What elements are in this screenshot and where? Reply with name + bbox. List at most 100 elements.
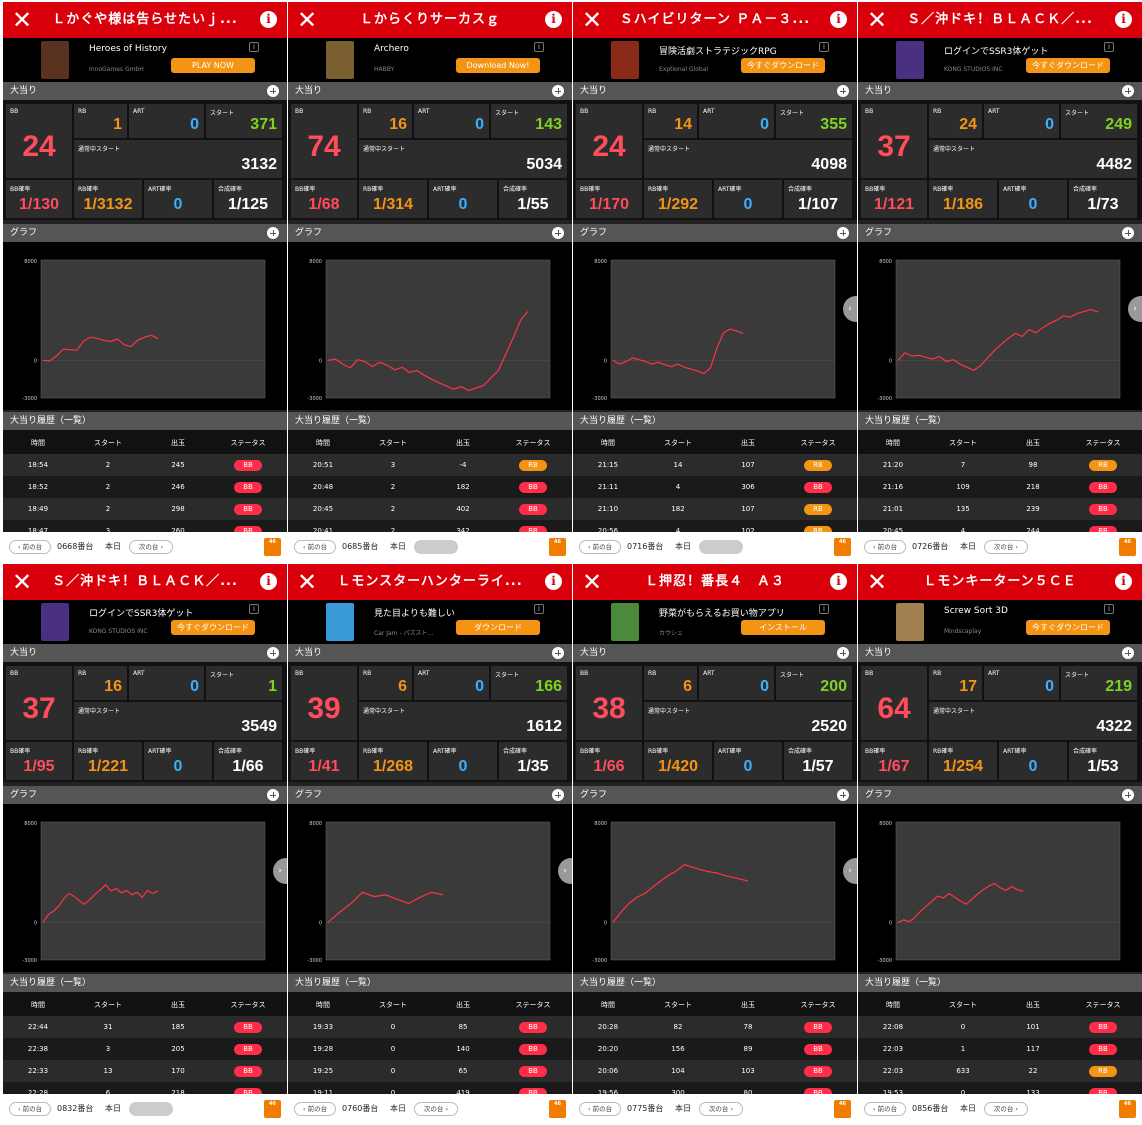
prev-machine-button[interactable]: ‹ 前の台 [294, 540, 336, 554]
history-row[interactable]: 18:52 2 246 BB [3, 476, 287, 498]
history-row[interactable]: 20:48 2 182 BB [288, 476, 572, 498]
ad-info-icon[interactable]: i [1104, 42, 1114, 52]
expand-icon[interactable] [1122, 647, 1134, 659]
ad-thumbnail[interactable] [326, 603, 354, 641]
ad-info-icon[interactable]: i [819, 604, 829, 614]
info-icon[interactable]: i [830, 11, 847, 28]
info-icon[interactable]: i [1115, 11, 1132, 28]
next-machine-button[interactable]: 次の台 › [699, 540, 743, 554]
close-icon[interactable]: ✕ [581, 6, 603, 34]
expand-icon[interactable] [267, 647, 279, 659]
next-machine-button[interactable]: 次の台 › [129, 1102, 173, 1116]
close-icon[interactable]: ✕ [296, 568, 318, 596]
ad-cta-button[interactable]: 今すぐダウンロード [1026, 58, 1110, 73]
ad-cta-button[interactable]: 今すぐダウンロード [1026, 620, 1110, 635]
history-row[interactable]: 18:49 2 298 BB [3, 498, 287, 520]
history-row[interactable]: 20:45 2 402 BB [288, 498, 572, 520]
chevron-right-icon[interactable]: › [558, 858, 572, 884]
ad-thumbnail[interactable] [326, 41, 354, 79]
chevron-right-icon[interactable]: › [843, 296, 857, 322]
history-row[interactable]: 20:51 3 -4 RB [288, 454, 572, 476]
history-row[interactable]: 22:33 13 170 BB [3, 1060, 287, 1082]
ad-title[interactable]: Archero [374, 44, 409, 54]
expand-icon[interactable] [552, 789, 564, 801]
ad-thumbnail[interactable] [896, 41, 924, 79]
prev-machine-button[interactable]: ‹ 前の台 [864, 540, 906, 554]
ad-cta-button[interactable]: 今すぐダウンロード [171, 620, 255, 635]
ad-banner[interactable]: ログインでSSR3体ゲット KONG STUDIOS INC 今すぐダウンロード… [3, 600, 287, 644]
ad-banner[interactable]: 冒険活劇ストラテジックRPG Exptional Global 今すぐダウンロー… [573, 38, 857, 82]
ad-cta-button[interactable]: ダウンロード [456, 620, 540, 635]
info-icon[interactable]: i [260, 573, 277, 590]
ad-title[interactable]: Heroes of History [89, 44, 167, 54]
history-row[interactable]: 22:44 31 185 BB [3, 1016, 287, 1038]
expand-icon[interactable] [1122, 789, 1134, 801]
history-row[interactable]: 20:20 156 89 BB [573, 1038, 857, 1060]
close-icon[interactable]: ✕ [581, 568, 603, 596]
prev-machine-button[interactable]: ‹ 前の台 [579, 540, 621, 554]
history-row[interactable]: 21:10 182 107 RB [573, 498, 857, 520]
history-row[interactable]: 20:28 82 78 BB [573, 1016, 857, 1038]
history-row[interactable]: 21:01 135 239 BB [858, 498, 1142, 520]
ad-title[interactable]: 野菜がもらえるお買い物アプリ [659, 609, 785, 619]
ad-cta-button[interactable]: Download Now! [456, 58, 540, 73]
close-icon[interactable]: ✕ [296, 6, 318, 34]
prev-machine-button[interactable]: ‹ 前の台 [579, 1102, 621, 1116]
history-row[interactable]: 21:20 7 98 RB [858, 454, 1142, 476]
ad-title[interactable]: ログインでSSR3体ゲット [89, 609, 194, 619]
prev-machine-button[interactable]: ‹ 前の台 [9, 1102, 51, 1116]
prev-machine-button[interactable]: ‹ 前の台 [864, 1102, 906, 1116]
next-machine-button[interactable]: 次の台 › [414, 1102, 458, 1116]
next-machine-button[interactable]: 次の台 › [699, 1102, 743, 1116]
history-row[interactable]: 21:11 4 306 BB [573, 476, 857, 498]
history-row[interactable]: 22:38 3 205 BB [3, 1038, 287, 1060]
ad-banner[interactable]: 野菜がもらえるお買い物アプリ カウシェ インストール i [573, 600, 857, 644]
expand-icon[interactable] [837, 227, 849, 239]
prev-machine-button[interactable]: ‹ 前の台 [9, 540, 51, 554]
chevron-right-icon[interactable]: › [273, 858, 287, 884]
info-icon[interactable]: i [545, 11, 562, 28]
close-icon[interactable]: ✕ [11, 6, 33, 34]
ad-thumbnail[interactable] [41, 41, 69, 79]
next-machine-button[interactable]: 次の台 › [129, 540, 173, 554]
expand-icon[interactable] [1122, 227, 1134, 239]
ad-title[interactable]: ログインでSSR3体ゲット [944, 47, 1049, 57]
expand-icon[interactable] [552, 227, 564, 239]
history-row[interactable]: 19:25 0 65 BB [288, 1060, 572, 1082]
expand-icon[interactable] [837, 789, 849, 801]
info-icon[interactable]: i [830, 573, 847, 590]
history-row[interactable]: 18:54 2 245 BB [3, 454, 287, 476]
next-machine-button[interactable]: 次の台 › [984, 540, 1028, 554]
expand-icon[interactable] [267, 85, 279, 97]
history-row[interactable]: 22:03 1 117 BB [858, 1038, 1142, 1060]
expand-icon[interactable] [837, 647, 849, 659]
info-icon[interactable]: i [260, 11, 277, 28]
ad-banner[interactable]: 見た目よりも難しい Car Jam - パズスト... ダウンロード i [288, 600, 572, 644]
next-machine-button[interactable]: 次の台 › [984, 1102, 1028, 1116]
expand-icon[interactable] [837, 85, 849, 97]
ad-info-icon[interactable]: i [1104, 604, 1114, 614]
history-row[interactable]: 19:28 0 140 BB [288, 1038, 572, 1060]
ad-info-icon[interactable]: i [534, 42, 544, 52]
ad-cta-button[interactable]: PLAY NOW [171, 58, 255, 73]
close-icon[interactable]: ✕ [866, 568, 888, 596]
chevron-right-icon[interactable]: › [1128, 296, 1142, 322]
ad-banner[interactable]: ログインでSSR3体ゲット KONG STUDIOS INC 今すぐダウンロード… [858, 38, 1142, 82]
expand-icon[interactable] [552, 647, 564, 659]
info-icon[interactable]: i [1115, 573, 1132, 590]
history-row[interactable]: 22:03 633 22 RB [858, 1060, 1142, 1082]
history-row[interactable]: 21:15 14 107 RB [573, 454, 857, 476]
history-row[interactable]: 22:08 0 101 BB [858, 1016, 1142, 1038]
ad-banner[interactable]: Archero HABBY Download Now! i [288, 38, 572, 82]
history-row[interactable]: 20:06 104 103 BB [573, 1060, 857, 1082]
expand-icon[interactable] [267, 789, 279, 801]
ad-thumbnail[interactable] [611, 603, 639, 641]
ad-info-icon[interactable]: i [819, 42, 829, 52]
next-machine-button[interactable]: 次の台 › [414, 540, 458, 554]
ad-thumbnail[interactable] [41, 603, 69, 641]
history-row[interactable]: 21:16 109 218 BB [858, 476, 1142, 498]
ad-thumbnail[interactable] [611, 41, 639, 79]
ad-info-icon[interactable]: i [249, 42, 259, 52]
ad-cta-button[interactable]: 今すぐダウンロード [741, 58, 825, 73]
ad-banner[interactable]: Screw Sort 3D Mindscaplay 今すぐダウンロード i [858, 600, 1142, 644]
